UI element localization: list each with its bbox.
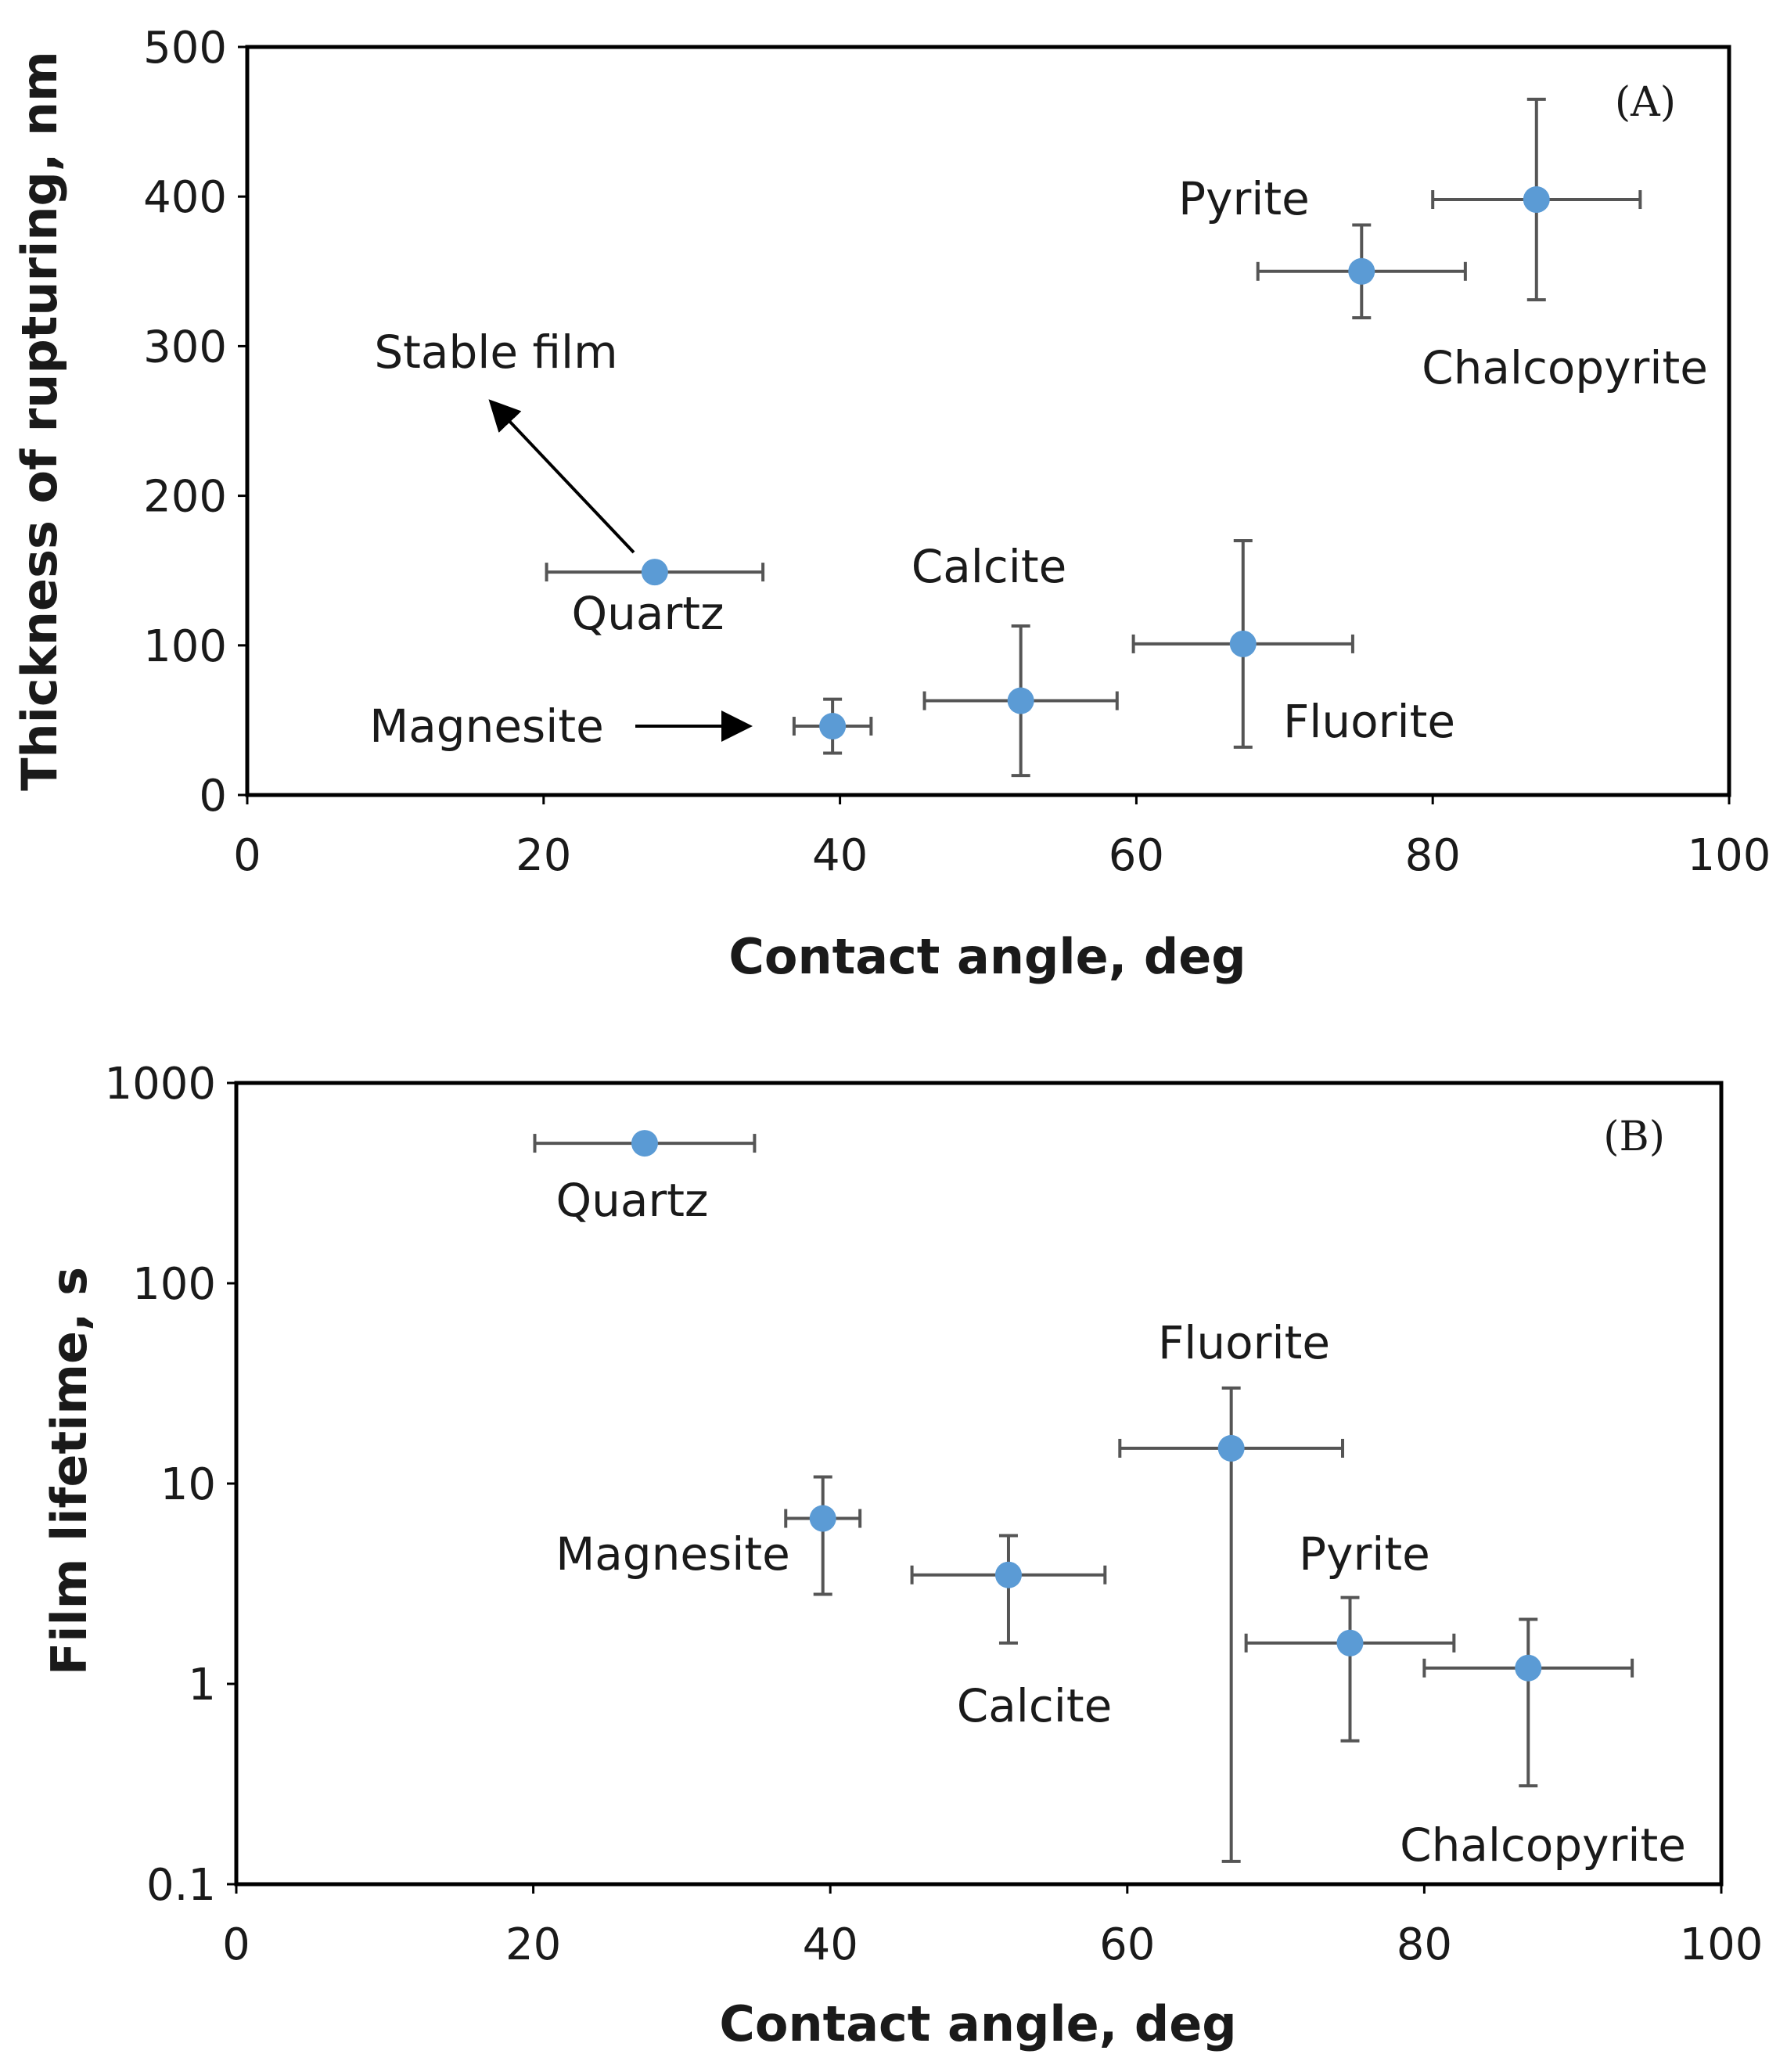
panelB-marker-pyrite: [1336, 1629, 1364, 1657]
panelB-x-tick-label: 0: [222, 1919, 250, 1970]
panel-a-plot-frame: [245, 45, 1731, 797]
panelB-y-tick-label: 0.1: [146, 1860, 216, 1911]
panelA-x-tick-label: 0: [233, 830, 261, 881]
label-calcite-a: Calcite: [911, 540, 1067, 593]
panelB-point-pyrite: [1244, 1595, 1456, 1743]
panelB-y-tick-label: 1000: [104, 1059, 216, 1110]
panelA-y-tick-label: 200: [143, 472, 227, 523]
panelA-point-quartz: [545, 559, 765, 586]
panelA-x-tick-label: 100: [1688, 830, 1771, 881]
panelA-point-magnesite: [792, 697, 873, 755]
panelA-y-tick-label: 0: [199, 771, 227, 822]
panelB-y-tick-label: 1: [188, 1660, 216, 1710]
panelB-marker-chalcopyrite: [1515, 1654, 1542, 1682]
panelB-x-tick-label: 40: [803, 1919, 858, 1970]
panelA-marker-pyrite: [1348, 257, 1375, 285]
panelB-x-tick-label: 80: [1397, 1919, 1452, 1970]
panelA-y-tick-label: 500: [143, 23, 227, 74]
panel-a-data-points: [545, 97, 1642, 778]
panelB-x-tick-label: 100: [1680, 1919, 1764, 1970]
panelB-marker-magnesite: [809, 1505, 836, 1532]
label-quartz-b: Quartz: [556, 1174, 709, 1227]
panel-b-label: (B): [1603, 1113, 1665, 1160]
label-fluorite-a: Fluorite: [1283, 695, 1455, 748]
label-chalcopyrite-b: Chalcopyrite: [1400, 1818, 1686, 1872]
panelA-marker-fluorite: [1229, 630, 1257, 657]
panelA-y-tick-label: 400: [143, 172, 227, 223]
panelB-point-fluorite: [1118, 1386, 1345, 1863]
panel-a-y-axis-title: Thickness of rupturing, nm: [11, 51, 68, 791]
panelB-y-tick-label: 100: [132, 1259, 216, 1310]
panelA-y-tick-label: 300: [143, 322, 227, 372]
panelB-x-tick-label: 20: [505, 1919, 561, 1970]
panelA-marker-calcite: [1007, 687, 1034, 714]
panel-a-axes-ticks: [238, 45, 1731, 804]
annotation-magnesite: Magnesite: [369, 700, 604, 753]
panelA-marker-chalcopyrite: [1523, 186, 1550, 214]
panelB-marker-quartz: [631, 1130, 658, 1157]
panelB-point-calcite: [910, 1534, 1107, 1645]
stable-film-arrow: [488, 399, 635, 554]
panelB-x-tick-label: 60: [1099, 1919, 1155, 1970]
label-pyrite-a: Pyrite: [1178, 172, 1310, 225]
label-chalcopyrite-a: Chalcopyrite: [1422, 341, 1708, 394]
panel-a-x-axis-title: Contact angle, deg: [728, 928, 1246, 985]
panelA-marker-quartz: [641, 559, 668, 586]
panelA-x-tick-label: 20: [516, 830, 571, 881]
panel-a-y-tick-labels: 0 100 200 300 400 500: [143, 23, 227, 822]
label-pyrite-b: Pyrite: [1299, 1527, 1430, 1581]
panel-a-thickness-chart: 0 100 200 300 400 500 0 20 40 60 80 100 (A) Contac…: [11, 23, 1771, 985]
panelB-marker-calcite: [994, 1561, 1022, 1588]
panelA-point-fluorite: [1131, 538, 1354, 749]
panel-b-axes-ticks: [227, 1081, 1723, 1894]
panelA-marker-magnesite: [819, 713, 847, 740]
panelB-point-magnesite: [784, 1475, 862, 1596]
panelB-point-quartz: [533, 1130, 757, 1157]
panel-b-x-tick-labels: 0 20 40 60 80 100: [222, 1919, 1763, 1970]
panelA-x-tick-label: 40: [812, 830, 868, 881]
label-calcite-b: Calcite: [957, 1679, 1113, 1732]
panel-a-label: (A): [1615, 79, 1676, 126]
panelA-point-chalcopyrite: [1431, 97, 1642, 302]
label-quartz-a: Quartz: [572, 587, 725, 640]
panelA-y-tick-label: 100: [143, 621, 227, 672]
panelA-point-calcite: [922, 624, 1119, 778]
panel-b-y-axis-title: Film lifetime, s: [41, 1267, 98, 1675]
panelB-marker-fluorite: [1217, 1434, 1245, 1462]
panel-b-y-tick-labels: 0.1 1 10 100 1000: [104, 1059, 216, 1911]
panelA-x-tick-label: 60: [1109, 830, 1164, 881]
panelB-point-chalcopyrite: [1422, 1617, 1634, 1788]
panelA-x-tick-label: 80: [1405, 830, 1461, 881]
panel-b-lifetime-chart: 0.1 1 10 100 1000 0 20 40 60 80 100 (B) Contact a…: [41, 1059, 1763, 2052]
annotation-stable-film: Stable film: [374, 326, 617, 379]
panel-b-x-axis-title: Contact angle, deg: [719, 1995, 1236, 2052]
panel-b-data-points: [533, 1130, 1634, 1863]
label-fluorite-b: Fluorite: [1158, 1316, 1330, 1369]
panel-b-plot-frame: [234, 1081, 1724, 1887]
label-magnesite-b: Magnesite: [556, 1527, 790, 1581]
panelA-point-pyrite: [1256, 223, 1467, 320]
panel-a-x-tick-labels: 0 20 40 60 80 100: [233, 830, 1771, 881]
panelB-y-tick-label: 10: [160, 1459, 216, 1510]
